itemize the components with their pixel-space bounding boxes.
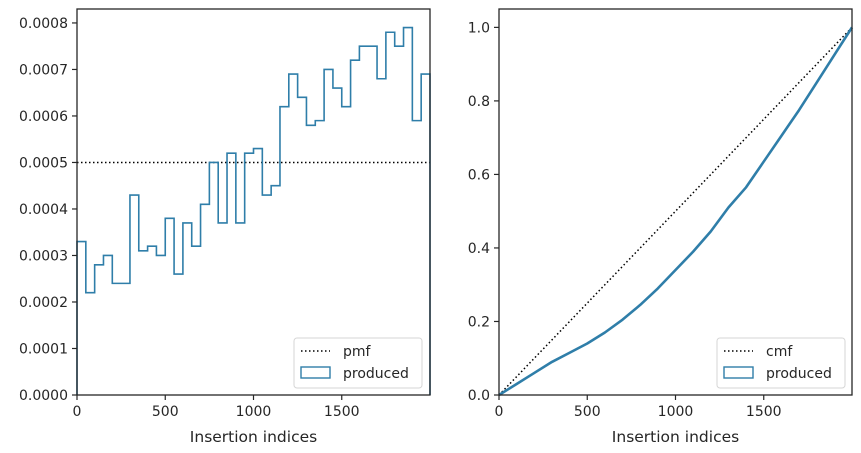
y-tick-label: 0.0008 bbox=[19, 16, 68, 32]
legend-produced-label: produced bbox=[343, 366, 409, 382]
y-tick-label: 0.2 bbox=[468, 314, 490, 330]
legend-reference-label: cmf bbox=[766, 344, 793, 360]
pmf-histogram-plot: 0 500 1000 1500 0.0000 0.0001 0.0002 0.0003 0.00… bbox=[19, 8, 431, 446]
x-tick-label: 0 bbox=[495, 404, 504, 420]
legend-produced-swatch bbox=[723, 366, 754, 379]
y-tick-label: 0.0005 bbox=[19, 155, 68, 171]
legend-produced-label: produced bbox=[766, 366, 832, 382]
legend: pmf produced bbox=[293, 337, 423, 389]
y-tick-label: 0.0 bbox=[468, 388, 490, 404]
y-tick-label: 0.6 bbox=[468, 167, 490, 183]
x-axis-label: Insertion indices bbox=[612, 428, 739, 446]
y-tick-label: 0.0004 bbox=[19, 202, 68, 218]
x-tick-label: 500 bbox=[152, 404, 179, 420]
y-tick-label: 0.0000 bbox=[19, 388, 68, 404]
y-tick-label: 0.8 bbox=[468, 94, 490, 110]
x-tick-label: 0 bbox=[73, 404, 82, 420]
y-tick-label: 1.0 bbox=[468, 20, 490, 36]
legend-produced-swatch bbox=[300, 366, 331, 379]
legend-reference-label: pmf bbox=[343, 344, 372, 360]
axes-frame bbox=[498, 8, 853, 396]
x-tick-label: 1000 bbox=[236, 404, 272, 420]
x-axis-label: Insertion indices bbox=[190, 428, 317, 446]
y-tick-label: 0.0001 bbox=[19, 341, 68, 357]
y-tick-label: 0.0002 bbox=[19, 295, 68, 311]
y-tick-label: 0.0003 bbox=[19, 248, 68, 264]
x-tick-label: 1500 bbox=[324, 404, 360, 420]
cmf-line-plot: 0 500 1000 1500 0.0 0.2 0.4 0.6 0.8 1.0 Insertion … bbox=[468, 8, 854, 446]
x-tick-label: 1500 bbox=[746, 404, 782, 420]
y-tick-label: 0.0007 bbox=[19, 62, 68, 78]
legend: cmf produced bbox=[716, 337, 846, 389]
produced-series-line bbox=[498, 26, 854, 397]
x-tick-label: 1000 bbox=[658, 404, 694, 420]
produced-histogram bbox=[76, 26, 431, 395]
x-tick-label: 500 bbox=[574, 404, 601, 420]
y-tick-label: 0.0006 bbox=[19, 109, 68, 125]
reference-cmf-line bbox=[498, 26, 853, 396]
y-tick-label: 0.4 bbox=[468, 241, 490, 257]
